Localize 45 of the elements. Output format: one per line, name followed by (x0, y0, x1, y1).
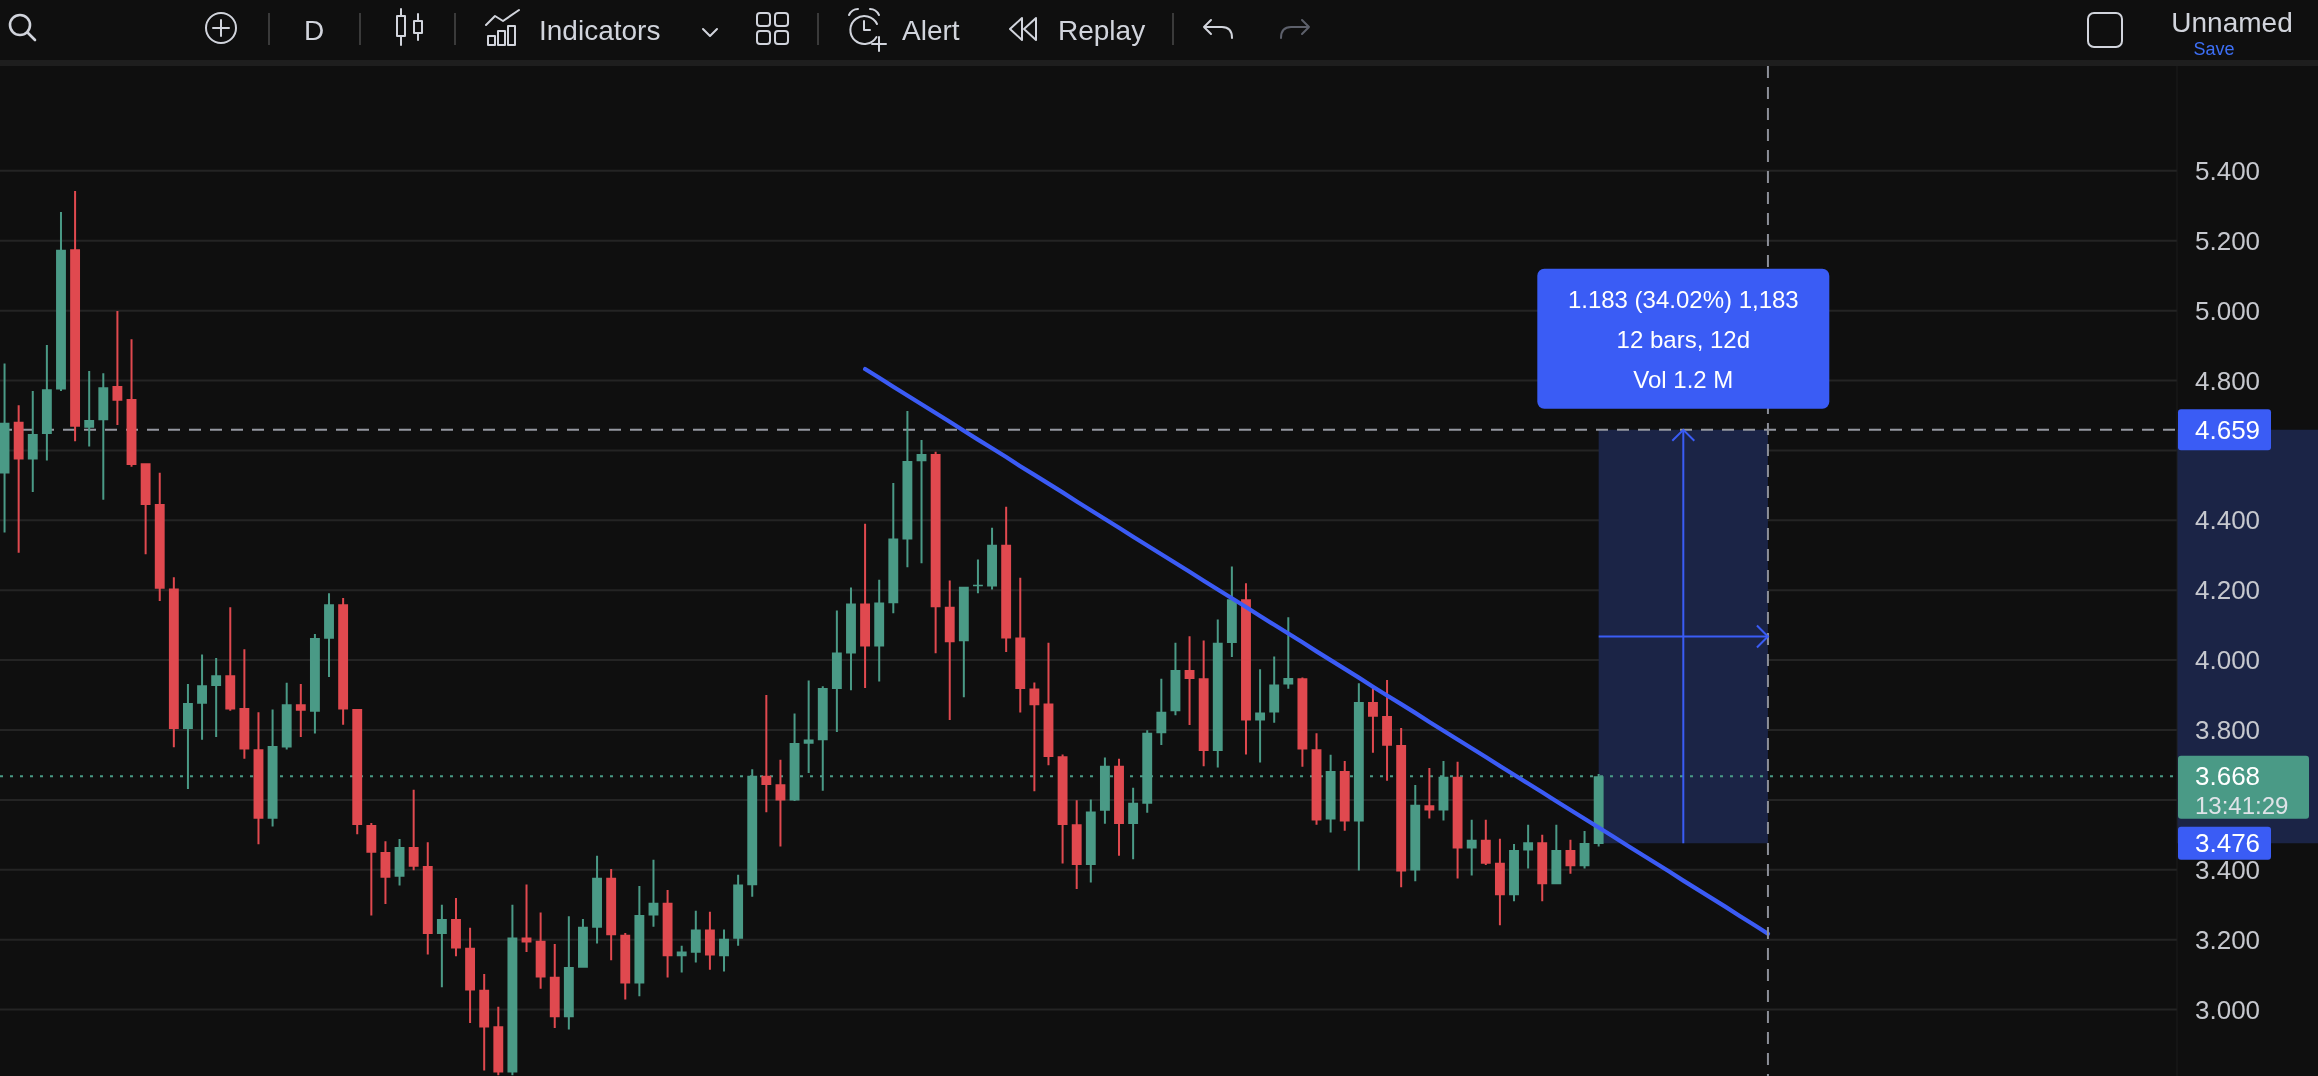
y-tick-label: 4.800 (2195, 365, 2261, 396)
y-tick-label: 3.200 (2195, 924, 2261, 955)
text: Unnamed (2171, 7, 2293, 38)
annotation: 12 bars, 12d (1616, 326, 1751, 354)
y-tick-label: 4.200 (2195, 575, 2261, 606)
candlestick (197, 654, 207, 740)
candlestick (1283, 617, 1294, 689)
candlestick (973, 559, 983, 594)
candlestick (1523, 824, 1534, 869)
candlestick (436, 904, 447, 988)
candlestick (1368, 687, 1378, 753)
y-tick-label: 3.800 (2195, 715, 2261, 746)
y-tick-label: 3.000 (2195, 994, 2261, 1025)
text: D (303, 15, 325, 46)
y-tick-label: 5.400 (2195, 155, 2261, 186)
y-tick-label: 5.200 (2195, 225, 2261, 256)
ref-line-label: 3.668 (2195, 761, 2261, 792)
candlestick (211, 658, 222, 737)
line-series (862, 366, 1771, 936)
candlestick (112, 310, 123, 425)
candlestick (916, 439, 927, 564)
candlestick (1184, 636, 1195, 726)
ref-line-label: 4.659 (2195, 414, 2261, 445)
candlestick (761, 695, 772, 813)
candlestick (13, 405, 24, 553)
candlestick (521, 884, 532, 952)
text: Save (2193, 39, 2235, 59)
text: Replay (1058, 15, 1146, 46)
candlestick (27, 391, 38, 493)
y-tick-label: 4.400 (2195, 505, 2261, 536)
text: Alert (902, 15, 960, 46)
candlestick (366, 822, 377, 916)
candlestick (295, 683, 306, 737)
y-tick-label: 5.000 (2195, 295, 2261, 326)
candlestick (803, 680, 814, 773)
candlestick (84, 371, 95, 447)
candlestick (1424, 768, 1435, 819)
candlestick (1029, 682, 1040, 792)
candlestick (1255, 669, 1266, 763)
text: Indicators (539, 15, 661, 46)
candlestick (408, 789, 419, 871)
y-tick-label: 4.000 (2195, 645, 2261, 676)
text: 13:41:29 (2195, 791, 2289, 819)
annotation: Vol 1.2 M (1633, 366, 1734, 394)
annotation: 1.183 (34.02%) 1,183 (1567, 286, 1799, 314)
